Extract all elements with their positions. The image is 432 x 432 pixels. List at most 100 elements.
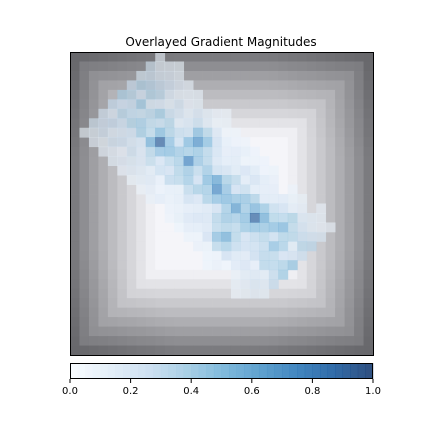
heatmap-base-cell	[212, 269, 222, 280]
heatmap-base-cell	[70, 203, 80, 214]
heatmap-overlay-cell	[259, 250, 270, 261]
heatmap-overlay-cell	[249, 165, 260, 176]
heatmap-base-cell	[363, 80, 374, 91]
heatmap-base-cell	[325, 52, 336, 62]
heatmap-overlay-cell	[126, 118, 137, 129]
heatmap-base-cell	[249, 108, 260, 119]
heatmap-overlay-cell	[183, 146, 194, 157]
colorbar-tick-label: 0.6	[244, 386, 260, 397]
heatmap-overlay-cell	[230, 156, 241, 167]
heatmap-base-cell	[202, 307, 213, 318]
heatmap-base-cell	[88, 203, 99, 214]
heatmap-base-cell	[259, 336, 270, 346]
heatmap-base-cell	[306, 137, 317, 148]
heatmap-overlay-cell	[136, 175, 147, 185]
heatmap-base-cell	[287, 165, 298, 176]
heatmap-base-cell	[335, 99, 345, 110]
heatmap-overlay-cell	[126, 137, 137, 148]
heatmap-base-cell	[126, 326, 137, 337]
heatmap-overlay-cell	[221, 184, 232, 195]
heatmap-base-cell	[164, 298, 175, 309]
heatmap-overlay-cell	[174, 203, 185, 214]
heatmap-base-cell	[268, 317, 279, 327]
heatmap-base-cell	[297, 70, 308, 81]
heatmap-base-cell	[306, 175, 317, 185]
heatmap-base-cell	[221, 52, 232, 62]
heatmap-base-cell	[98, 345, 109, 356]
heatmap-overlay-cell	[136, 118, 147, 129]
heatmap-overlay-cell	[221, 241, 232, 252]
heatmap-base-cell	[306, 52, 317, 62]
heatmap-base-cell	[325, 203, 336, 214]
heatmap-base-cell	[221, 336, 232, 346]
heatmap-base-cell	[70, 279, 80, 290]
heatmap-overlay-cell	[145, 89, 156, 100]
heatmap-overlay-cell	[249, 222, 260, 233]
heatmap-base-cell	[316, 165, 327, 176]
heatmap-base-cell	[145, 307, 156, 318]
heatmap-overlay-cell	[230, 222, 241, 233]
colorbar-segment	[327, 363, 336, 379]
heatmap-overlay-cell	[249, 241, 260, 252]
heatmap-overlay-cell	[278, 269, 289, 280]
heatmap-base-cell	[259, 326, 270, 337]
heatmap-base-cell	[230, 99, 241, 110]
heatmap-base-cell	[316, 317, 327, 327]
colorbar-segment	[274, 363, 283, 379]
heatmap-base-cell	[363, 137, 374, 148]
heatmap-base-cell	[221, 288, 232, 299]
heatmap-base-cell	[88, 52, 99, 62]
heatmap-base-cell	[335, 345, 345, 356]
heatmap-overlay-cell	[126, 80, 137, 91]
heatmap-base-cell	[316, 288, 327, 299]
heatmap-base-cell	[259, 70, 270, 81]
heatmap-base-cell	[174, 298, 185, 309]
heatmap-base-cell	[316, 250, 327, 261]
heatmap-base-cell	[174, 345, 185, 356]
heatmap-base-cell	[70, 175, 80, 185]
heatmap-overlay-cell	[230, 279, 241, 290]
heatmap-base-cell	[278, 89, 289, 100]
heatmap-base-cell	[297, 61, 308, 72]
heatmap-overlay-cell	[230, 127, 241, 138]
heatmap-overlay-cell	[240, 279, 251, 290]
heatmap-base-cell	[278, 80, 289, 91]
heatmap-overlay-cell	[193, 212, 203, 223]
heatmap-base-cell	[70, 288, 80, 299]
heatmap-base-cell	[98, 89, 109, 100]
heatmap-overlay-cell	[136, 165, 147, 176]
colorbar-segment	[289, 363, 298, 379]
heatmap-base-cell	[212, 52, 222, 62]
heatmap-base-cell	[183, 317, 194, 327]
heatmap-base-cell	[344, 307, 355, 318]
heatmap-base-cell	[79, 231, 90, 242]
heatmap-base-cell	[193, 345, 203, 356]
heatmap-base-cell	[174, 269, 185, 280]
heatmap-base-cell	[344, 127, 355, 138]
heatmap-base-cell	[221, 345, 232, 356]
heatmap-base-cell	[145, 326, 156, 337]
colorbar-tick-label: 0.8	[304, 386, 320, 397]
heatmap-overlay-cell	[174, 212, 185, 223]
heatmap-base-cell	[88, 89, 99, 100]
heatmap-overlay-cell	[297, 194, 308, 204]
heatmap-base-cell	[316, 52, 327, 62]
heatmap-base-cell	[126, 184, 137, 195]
heatmap-overlay-cell	[306, 241, 317, 252]
heatmap-base-cell	[240, 70, 251, 81]
heatmap-overlay-cell	[240, 137, 251, 148]
heatmap-overlay-cell	[202, 231, 213, 242]
heatmap-overlay-cell	[155, 89, 166, 100]
colorbar-segment	[168, 363, 177, 379]
heatmap-base-cell	[344, 80, 355, 91]
heatmap-overlay-cell	[164, 146, 175, 157]
heatmap-base-cell	[212, 80, 222, 91]
heatmap-base-cell	[136, 269, 147, 280]
heatmap-overlay-cell	[268, 241, 279, 252]
heatmap-overlay-cell	[193, 156, 203, 167]
heatmap-overlay-cell	[259, 279, 270, 290]
heatmap-base-cell	[230, 317, 241, 327]
heatmap-base-cell	[126, 317, 137, 327]
heatmap-base-cell	[136, 317, 147, 327]
heatmap-overlay-cell	[212, 175, 222, 185]
